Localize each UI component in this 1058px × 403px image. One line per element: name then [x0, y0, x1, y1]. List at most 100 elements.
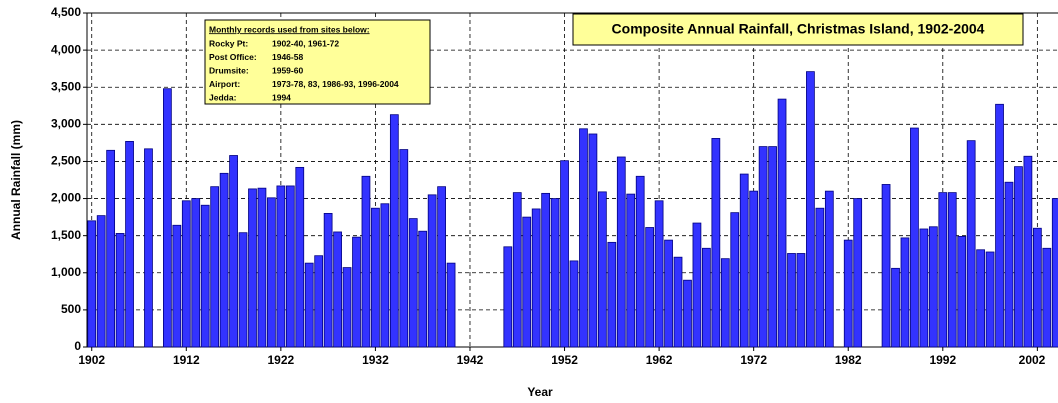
bar	[276, 185, 286, 348]
bar	[957, 236, 967, 348]
bar	[371, 207, 380, 348]
bar	[806, 71, 815, 348]
x-tick-label: 1902	[78, 353, 105, 367]
x-tick-label: 1952	[551, 353, 578, 367]
x-tick-label: 1992	[929, 353, 956, 367]
bar	[248, 188, 257, 348]
bar	[730, 212, 740, 348]
bar	[522, 216, 532, 348]
note-title: Monthly records used from sites below:	[209, 24, 370, 34]
bar	[408, 218, 418, 348]
bar	[191, 198, 201, 348]
bar	[881, 184, 891, 348]
bar	[437, 186, 446, 348]
bar	[96, 215, 106, 348]
note-label: Airport:	[209, 79, 240, 89]
bar	[172, 224, 182, 348]
bar	[333, 231, 342, 348]
note-value: 1959-60	[272, 65, 303, 75]
bar	[654, 200, 664, 348]
bar	[210, 186, 220, 348]
x-tick-label: 1932	[362, 353, 389, 367]
bar	[1014, 166, 1023, 348]
bar	[503, 246, 513, 348]
bar	[683, 279, 692, 348]
bar	[257, 187, 267, 348]
bar	[787, 253, 796, 348]
bar	[427, 194, 437, 348]
bar	[843, 239, 853, 348]
bar	[352, 236, 361, 348]
bar	[891, 267, 900, 348]
note-value: 1973-78, 83, 1986-93, 1996-2004	[272, 79, 399, 89]
y-tick-label: 3,000	[51, 117, 81, 131]
y-tick-label: 4,000	[51, 42, 81, 56]
bar	[541, 192, 551, 348]
bar	[673, 256, 683, 348]
bar	[588, 133, 598, 348]
x-tick-label: 1972	[740, 353, 767, 367]
bar	[976, 249, 985, 348]
bar	[853, 198, 863, 348]
bar	[645, 227, 655, 348]
bar	[928, 226, 938, 348]
x-tick-label: 1922	[268, 353, 295, 367]
bar	[579, 128, 588, 348]
bar	[1004, 181, 1014, 348]
bar	[380, 203, 390, 348]
x-tick-label: 1942	[457, 353, 484, 367]
y-tick-label: 2,000	[51, 191, 81, 205]
bar	[399, 149, 409, 348]
bar	[985, 251, 995, 348]
bar	[560, 160, 569, 348]
x-tick-label: 1962	[646, 353, 673, 367]
bar	[200, 204, 210, 348]
y-tick-label: 4,500	[51, 5, 81, 19]
note-label: Jedda:	[209, 92, 237, 102]
bar	[711, 138, 721, 348]
bar	[267, 197, 276, 348]
bar	[1032, 227, 1042, 348]
x-axis-label: Year	[527, 385, 553, 399]
bar	[692, 222, 702, 348]
bar	[295, 166, 305, 348]
bar	[550, 198, 560, 348]
bar	[815, 207, 825, 348]
bar	[323, 212, 333, 348]
chart-title: Composite Annual Rainfall, Christmas Isl…	[612, 21, 985, 37]
bar	[569, 260, 579, 348]
bar	[285, 185, 295, 348]
x-tick-label: 2002	[1019, 353, 1046, 367]
bar	[995, 103, 1004, 348]
y-tick-label: 500	[61, 302, 81, 316]
bar	[418, 230, 428, 348]
bar	[238, 232, 248, 348]
bar	[626, 193, 636, 348]
bar	[597, 191, 607, 348]
bar	[664, 239, 673, 348]
y-tick-label: 2,500	[51, 154, 81, 168]
note-value: 1946-58	[272, 52, 303, 62]
bar	[1051, 198, 1058, 348]
bar	[389, 114, 399, 348]
bar	[720, 258, 730, 348]
bar	[1023, 155, 1033, 348]
y-tick-label: 1,500	[51, 228, 81, 242]
bar	[768, 146, 777, 348]
bar	[512, 192, 522, 348]
bar	[910, 127, 919, 348]
bar	[947, 192, 957, 348]
x-tick-label: 1982	[835, 353, 862, 367]
bar	[181, 200, 191, 348]
bar	[635, 175, 645, 348]
bar	[342, 267, 352, 348]
note-value: 1994	[272, 92, 291, 102]
bar	[739, 173, 749, 348]
bar	[702, 247, 711, 348]
y-axis-label: Annual Rainfall (mm)	[9, 120, 23, 240]
note-label: Drumsite:	[209, 65, 249, 75]
bar	[163, 88, 172, 348]
note-label: Rocky Pt:	[209, 38, 248, 48]
bar	[304, 262, 314, 348]
